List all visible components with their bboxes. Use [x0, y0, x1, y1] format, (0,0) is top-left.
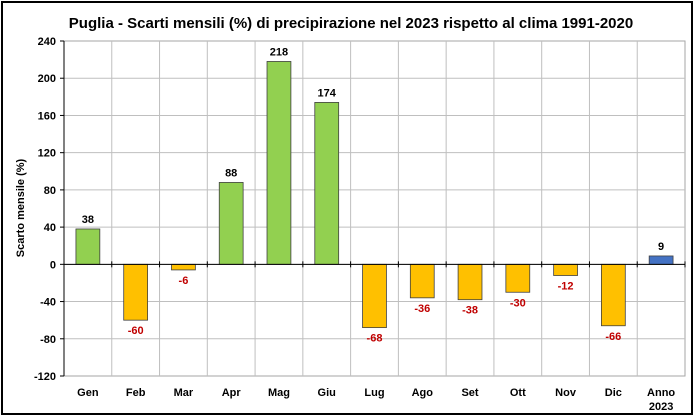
x-tick-label: Feb [126, 387, 146, 399]
y-axis-label: Scarto mensile (%) [15, 158, 27, 257]
data-label: -6 [179, 275, 189, 287]
data-label: 9 [658, 241, 664, 253]
y-tick-label: -80 [40, 334, 56, 346]
data-label: -60 [128, 325, 144, 337]
bar-anno-2023 [648, 255, 674, 265]
bar-ago [409, 263, 435, 299]
x-tick-label: 2023 [649, 401, 673, 413]
x-tick-label: Set [461, 387, 478, 399]
y-tick-label: -120 [34, 371, 56, 383]
x-tick-label: Anno [647, 387, 675, 399]
y-tick-label: 200 [38, 73, 56, 85]
x-tick-label: Gen [77, 387, 99, 399]
bars [63, 61, 686, 329]
bar-set [457, 263, 483, 301]
bar-dic [601, 263, 626, 327]
y-tick-label: 160 [38, 110, 56, 122]
x-tick-label: Ott [510, 387, 526, 399]
y-axis-ticks: -120 -80 -40 0 40 80 120 160 200 240 [34, 36, 65, 383]
bar-feb [123, 263, 148, 321]
y-tick-label: 80 [44, 185, 56, 197]
data-label: -12 [558, 281, 574, 293]
bar-ott [505, 263, 531, 293]
y-tick-label: 120 [38, 148, 56, 160]
x-tick-label: Nov [555, 387, 577, 399]
bar-apr [218, 182, 244, 265]
bar-mag [266, 61, 292, 265]
data-label: 38 [82, 214, 94, 226]
bar-gen [75, 228, 101, 265]
bar-lug [362, 263, 387, 329]
y-tick-label: 240 [38, 36, 56, 48]
y-tick-label: 40 [44, 222, 56, 234]
grid-lines [63, 40, 686, 377]
data-label: -66 [605, 331, 621, 343]
data-label: 174 [318, 87, 337, 99]
x-tick-label: Lug [364, 387, 384, 399]
y-tick-label: -40 [40, 297, 56, 309]
data-label: -68 [367, 333, 383, 345]
data-label: 218 [270, 46, 288, 58]
y-tick-label: 0 [50, 259, 56, 271]
bar-giu [314, 102, 340, 265]
data-labels: 38 -60 -6 88 218 174 -68 -36 -38 -30 -12 -66 9 [82, 46, 664, 344]
chart-frame [1, 1, 693, 415]
x-axis-ticks: Gen Feb Mar Apr Mag Giu Lug Ago Set Ott Nov Dic Anno… [77, 387, 675, 413]
bar-nov [553, 263, 578, 276]
data-label: 88 [225, 167, 237, 179]
data-label: -38 [462, 305, 478, 317]
x-tick-label: Ago [412, 387, 434, 399]
data-label: -30 [510, 297, 526, 309]
bar-mar [171, 263, 196, 271]
x-tick-label: Giu [318, 387, 336, 399]
x-tick-label: Apr [222, 387, 242, 399]
data-label: -36 [414, 303, 430, 315]
x-tick-label: Mag [268, 387, 290, 399]
chart-title: Puglia - Scarti mensili (%) di precipira… [69, 15, 633, 32]
x-tick-label: Dic [605, 387, 622, 399]
x-tick-label: Mar [174, 387, 194, 399]
